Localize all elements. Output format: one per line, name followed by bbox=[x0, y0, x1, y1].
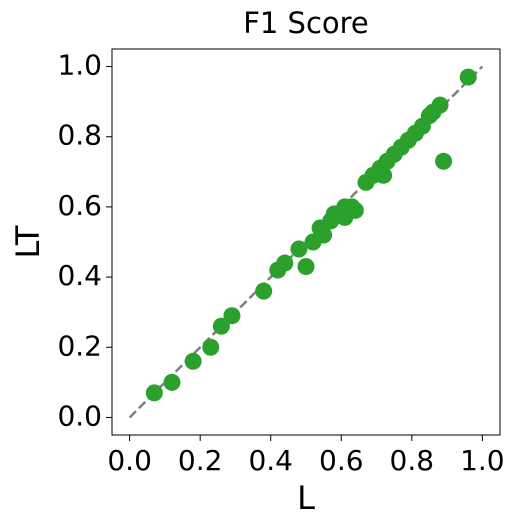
x-tick-label: 0.6 bbox=[319, 444, 364, 477]
point bbox=[145, 384, 163, 402]
point bbox=[212, 317, 230, 335]
y-tick-label: 0.4 bbox=[57, 259, 102, 292]
point bbox=[163, 373, 181, 391]
x-axis-label: L bbox=[297, 479, 315, 517]
point bbox=[346, 201, 364, 219]
point bbox=[290, 240, 308, 258]
y-axis-label: LT bbox=[9, 225, 47, 258]
point bbox=[375, 166, 393, 184]
point bbox=[435, 152, 453, 170]
x-tick-label: 0.2 bbox=[178, 444, 223, 477]
x-tick-label: 0.4 bbox=[248, 444, 293, 477]
chart-title: F1 Score bbox=[243, 6, 369, 40]
y-tick-label: 0.2 bbox=[57, 329, 102, 362]
point bbox=[315, 226, 333, 244]
y-tick-label: 1.0 bbox=[57, 49, 102, 82]
x-tick-label: 0.0 bbox=[107, 444, 152, 477]
y-tick-label: 0.0 bbox=[57, 399, 102, 432]
point bbox=[297, 258, 315, 276]
x-tick-label: 1.0 bbox=[460, 444, 505, 477]
point bbox=[255, 282, 273, 300]
y-tick-label: 0.8 bbox=[57, 119, 102, 152]
point bbox=[223, 307, 241, 325]
point bbox=[276, 254, 294, 272]
point bbox=[184, 352, 202, 370]
point bbox=[459, 68, 477, 86]
point bbox=[202, 338, 220, 356]
point bbox=[431, 96, 449, 114]
y-tick-label: 0.6 bbox=[57, 189, 102, 222]
x-tick-label: 0.8 bbox=[390, 444, 435, 477]
plot-frame bbox=[111, 48, 501, 436]
